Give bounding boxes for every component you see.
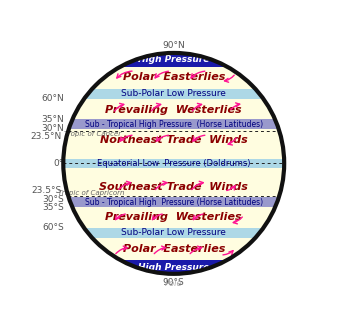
FancyArrowPatch shape xyxy=(116,246,127,254)
FancyArrowPatch shape xyxy=(191,71,205,78)
FancyArrowPatch shape xyxy=(227,186,235,190)
FancyArrowPatch shape xyxy=(119,181,131,189)
Bar xyxy=(63,68,284,87)
FancyArrowPatch shape xyxy=(152,103,161,111)
Text: Tropic of Cancer: Tropic of Cancer xyxy=(64,131,121,137)
FancyArrowPatch shape xyxy=(231,103,240,110)
Text: 90°S: 90°S xyxy=(163,278,185,287)
FancyArrowPatch shape xyxy=(155,181,167,189)
FancyArrowPatch shape xyxy=(193,135,205,141)
Text: Sub - Tropical High  Pressure (Horse Latitudes): Sub - Tropical High Pressure (Horse Lati… xyxy=(85,198,263,207)
Text: Polar  Easterlies: Polar Easterlies xyxy=(123,244,225,255)
Text: Prevailing  Westerlies: Prevailing Westerlies xyxy=(105,212,242,222)
FancyArrowPatch shape xyxy=(192,181,203,189)
Bar xyxy=(63,159,284,168)
Bar xyxy=(63,177,284,196)
Text: 35°S: 35°S xyxy=(42,203,64,212)
FancyArrowPatch shape xyxy=(192,103,202,111)
Text: Southeast Trade  Winds: Southeast Trade Winds xyxy=(99,182,248,192)
FancyArrowPatch shape xyxy=(233,217,242,224)
FancyArrowPatch shape xyxy=(153,214,162,220)
FancyArrowPatch shape xyxy=(155,71,168,78)
Bar xyxy=(63,130,284,150)
Text: 60°S: 60°S xyxy=(42,223,64,232)
Bar xyxy=(63,52,284,67)
Text: Polar  Easterlies: Polar Easterlies xyxy=(123,72,225,82)
Text: Sub - Tropical High Pressure  (Horse Latitudes): Sub - Tropical High Pressure (Horse Lati… xyxy=(85,120,263,129)
Text: 0°: 0° xyxy=(54,159,64,168)
Text: Sub-Polar Low Pressure: Sub-Polar Low Pressure xyxy=(121,229,226,237)
Text: Prevailing  Westerlies: Prevailing Westerlies xyxy=(105,105,242,115)
Bar xyxy=(63,240,284,259)
Text: Northeast Trade  Winds: Northeast Trade Winds xyxy=(100,135,247,145)
Bar xyxy=(63,228,284,238)
FancyArrowPatch shape xyxy=(156,135,168,141)
Text: 23.5°N: 23.5°N xyxy=(31,132,62,141)
FancyArrowPatch shape xyxy=(115,103,124,111)
Bar xyxy=(63,119,284,129)
Bar xyxy=(63,89,284,99)
Bar xyxy=(63,207,284,226)
Circle shape xyxy=(63,53,284,274)
Text: 90°N: 90°N xyxy=(162,41,185,51)
Text: Equatorial Low  Pressure (Doldrums): Equatorial Low Pressure (Doldrums) xyxy=(97,159,251,168)
Bar xyxy=(63,197,284,207)
FancyArrowPatch shape xyxy=(224,75,234,82)
FancyArrowPatch shape xyxy=(193,214,203,220)
Text: 23.5°S: 23.5°S xyxy=(32,186,62,196)
Text: Pole: Pole xyxy=(165,279,182,288)
FancyArrowPatch shape xyxy=(154,246,166,254)
FancyArrowPatch shape xyxy=(228,138,236,145)
Text: 35°N: 35°N xyxy=(41,115,64,124)
Text: High Pressure: High Pressure xyxy=(138,262,210,272)
FancyArrowPatch shape xyxy=(116,214,125,220)
FancyArrowPatch shape xyxy=(120,135,132,141)
FancyArrowPatch shape xyxy=(117,71,132,78)
FancyArrowPatch shape xyxy=(223,251,233,255)
Text: Sub-Polar Low Pressure: Sub-Polar Low Pressure xyxy=(121,89,226,98)
Bar xyxy=(63,100,284,119)
Bar xyxy=(63,259,284,274)
FancyArrowPatch shape xyxy=(190,246,202,254)
Text: Tropic of Capricorn: Tropic of Capricorn xyxy=(58,190,125,196)
Text: High Pressure: High Pressure xyxy=(138,55,210,64)
Text: 60°N: 60°N xyxy=(41,94,64,103)
Text: 30°S: 30°S xyxy=(42,195,64,204)
Text: 30°N: 30°N xyxy=(41,124,64,133)
